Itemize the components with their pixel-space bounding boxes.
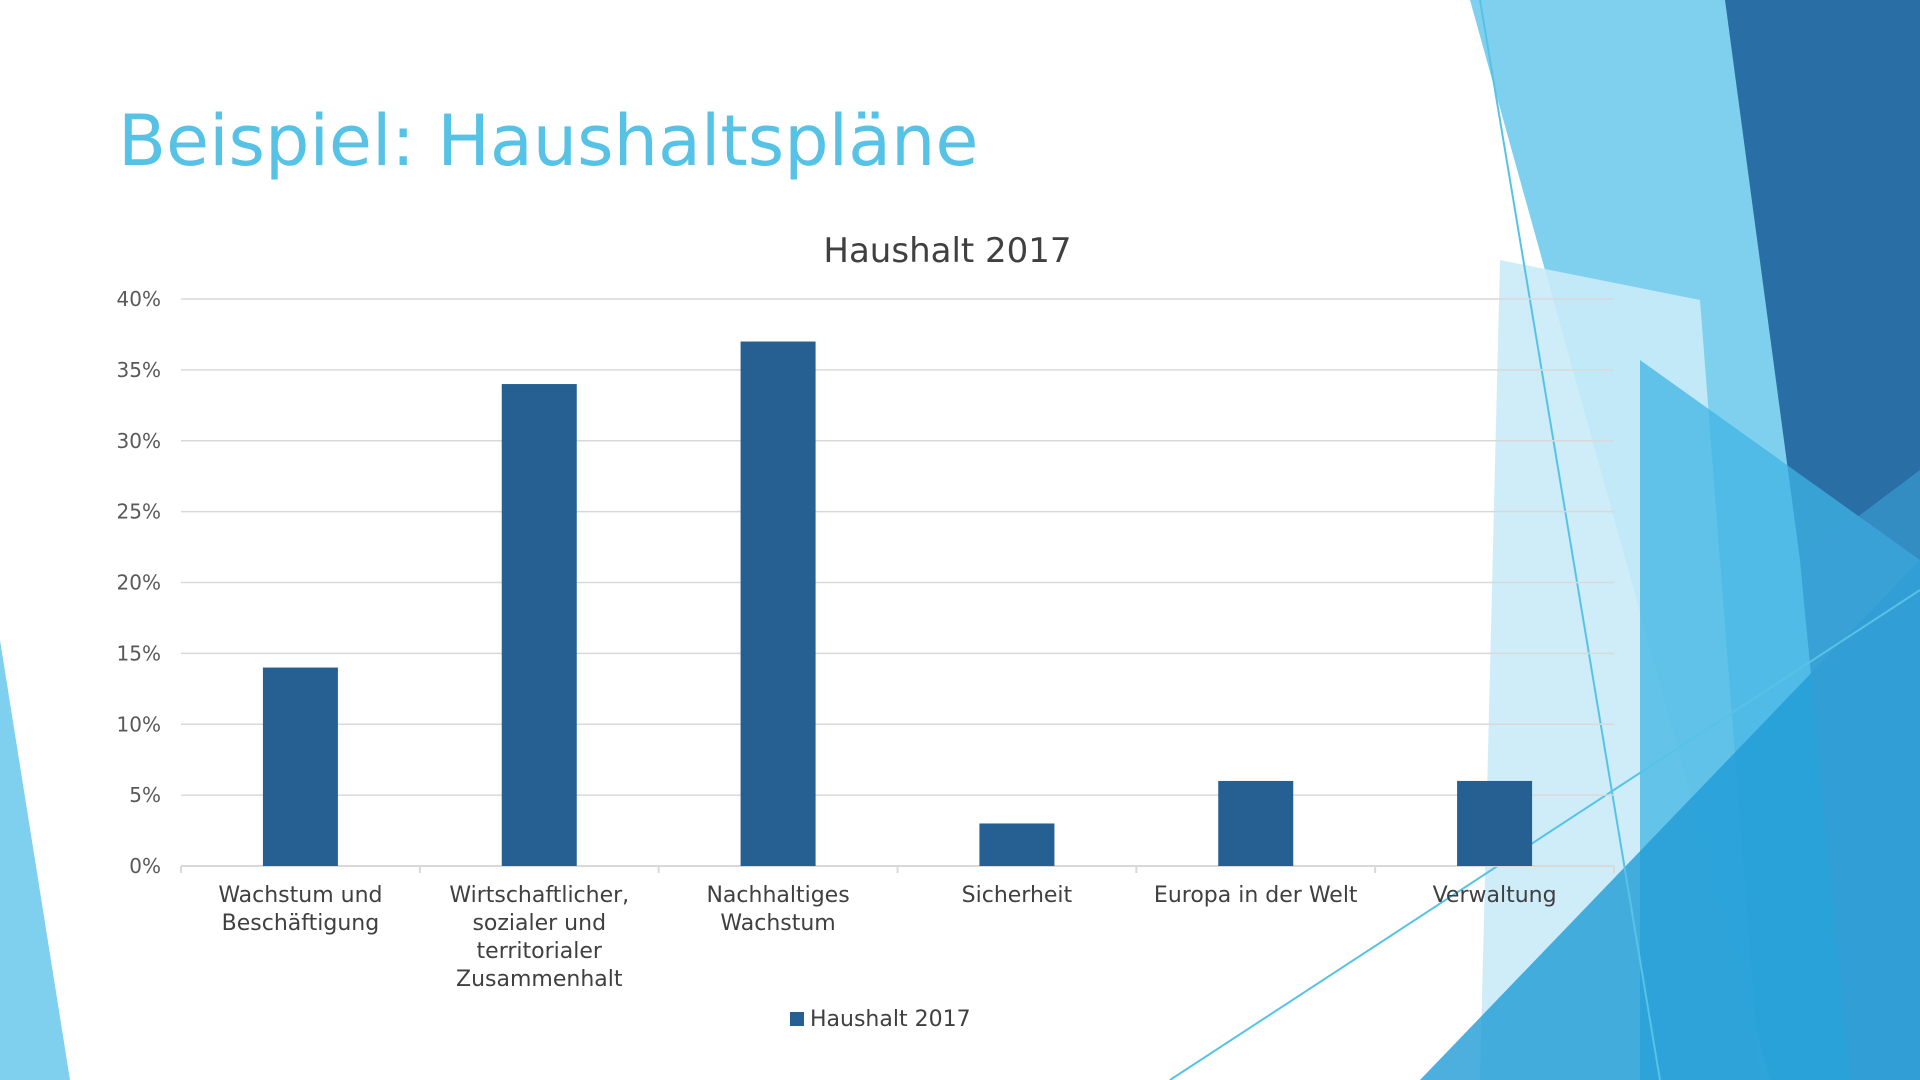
bar bbox=[1457, 780, 1533, 866]
x-category-label: Verwaltung bbox=[1433, 883, 1557, 908]
y-tick-label: 20% bbox=[117, 571, 161, 595]
legend-swatch bbox=[790, 1012, 804, 1026]
deco-thin-line-2 bbox=[1169, 589, 1920, 1080]
bar bbox=[979, 823, 1055, 866]
y-tick-label: 0% bbox=[129, 854, 161, 878]
x-category-label: Europa in der Welt bbox=[1154, 883, 1358, 908]
x-category-label: Wirtschaftlicher, sozialer und territorial… bbox=[449, 883, 629, 992]
legend-label: Haushalt 2017 bbox=[810, 1007, 971, 1032]
y-tick-label: 15% bbox=[117, 641, 161, 665]
x-category-label: Sicherheit bbox=[962, 883, 1073, 908]
y-tick-label: 30% bbox=[117, 429, 161, 453]
bar bbox=[740, 341, 816, 866]
deco-right-blend bbox=[1800, 470, 1920, 1080]
y-tick-label: 35% bbox=[117, 358, 161, 382]
deco-thin-line-1 bbox=[1479, 0, 1661, 1080]
x-category-label: Wachstum und Beschäftigung bbox=[218, 883, 382, 936]
deco-left-sliver bbox=[0, 640, 70, 1080]
chart-title: Haushalt 2017 bbox=[823, 231, 1071, 271]
bar bbox=[501, 384, 577, 866]
slide-title: Beispiel: Haushaltspläne bbox=[118, 100, 979, 182]
bar bbox=[1218, 780, 1294, 866]
y-tick-label: 10% bbox=[117, 712, 161, 736]
y-tick-label: 25% bbox=[117, 500, 161, 524]
bar bbox=[262, 667, 338, 866]
x-category-label: Nachhaltiges Wachstum bbox=[706, 883, 849, 936]
y-tick-label: 40% bbox=[117, 287, 161, 311]
deco-bottom-mid-wedge bbox=[1420, 560, 1920, 1080]
y-tick-label: 5% bbox=[129, 783, 161, 807]
